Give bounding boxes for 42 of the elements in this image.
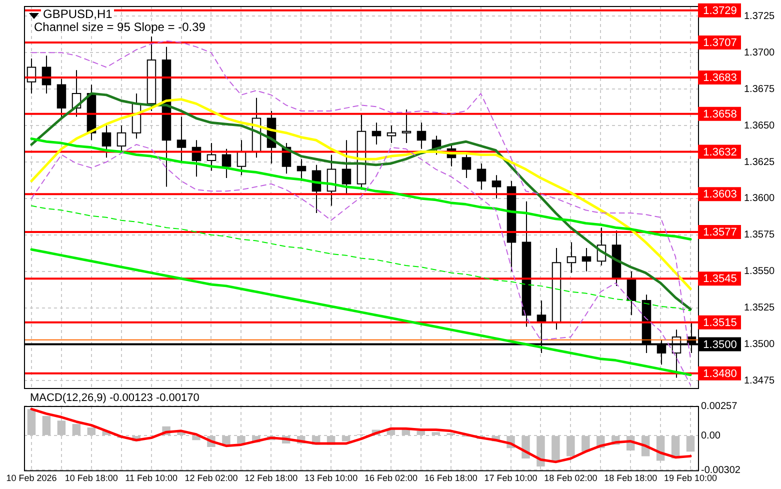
x-tick-label: 16 Feb 18:00: [424, 473, 478, 484]
x-tick-label: 18 Feb 02:00: [544, 473, 598, 484]
y-tick-label: 1.3625: [744, 156, 776, 168]
y-tick-label: 0.00: [701, 430, 721, 442]
ref-line-label: 1.3707: [703, 36, 737, 49]
ref-line-label: 1.3545: [703, 273, 737, 286]
x-tick-label: 17 Feb 10:00: [484, 473, 538, 484]
x-tick-label: 11 Feb 10:00: [125, 473, 178, 484]
x-tick-label: 10 Feb 2026: [6, 473, 57, 484]
chart-title: GBPUSD,H1: [41, 7, 114, 21]
ref-line-label: 1.3658: [703, 108, 737, 120]
y-tick-label: 0.00257: [701, 400, 738, 412]
ref-line-label: 1.3577: [703, 226, 737, 239]
y-tick-label: 1.3675: [744, 84, 776, 95]
ref-line-label: 1.3603: [703, 188, 737, 201]
y-tick-label: -0.00302: [701, 464, 741, 476]
text: Channel size = 95 Slope = -0.39: [33, 20, 206, 34]
x-tick-label: 12 Feb 02:00: [184, 473, 238, 484]
line-series: [30, 144, 692, 386]
x-tick-label: 18 Feb 18:00: [604, 473, 658, 484]
y-tick-label: 1.3650: [744, 120, 776, 132]
y-tick-label: 1.3575: [744, 230, 776, 241]
y-tick-label: 1.3500: [744, 339, 776, 350]
x-tick-label: 19 Feb 10:00: [664, 473, 718, 484]
y-tick-label: 1.3700: [744, 47, 776, 58]
y-tick-label: 1.3525: [744, 302, 776, 314]
y-tick-label: 1.3600: [744, 193, 776, 204]
ref-line-label: 1.3632: [703, 146, 737, 158]
y-tick-label: 1.3725: [744, 10, 776, 22]
x-tick-label: 12 Feb 18:00: [244, 473, 298, 484]
x-tick-label: 13 Feb 10:00: [304, 473, 358, 484]
ref-line-label: 1.3480: [703, 368, 737, 380]
y-tick-label: 1.3550: [744, 266, 776, 278]
x-tick-label: 16 Feb 02:00: [364, 473, 418, 484]
line-series: [30, 205, 692, 312]
x-tick-label: 10 Feb 18:00: [64, 473, 118, 484]
y-tick-label: 1.3475: [744, 375, 776, 386]
ref-line-label: 1.3729: [703, 4, 737, 17]
chart-title: MACD(12,26,9) -0.00123 -0.00170: [28, 391, 202, 405]
ref-line-label: 1.3683: [703, 72, 737, 84]
ref-line-label: 1.3515: [703, 316, 737, 329]
line-series: [30, 40, 692, 360]
